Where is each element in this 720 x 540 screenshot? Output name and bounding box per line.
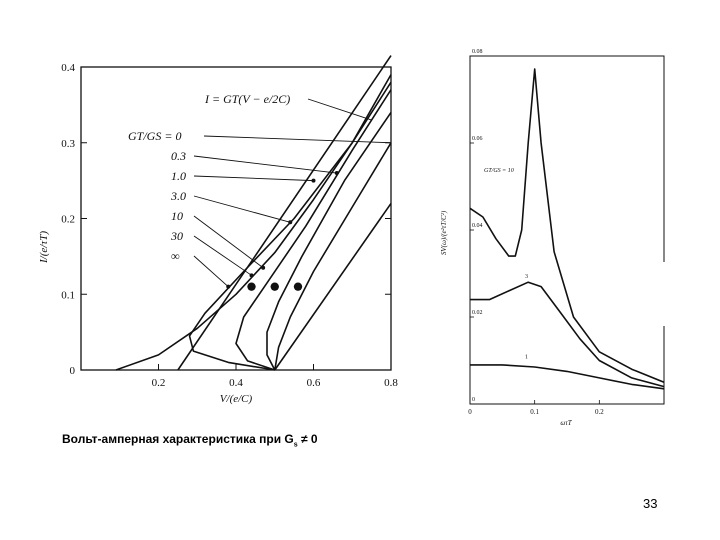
noise-x-tick-label: 0 xyxy=(468,408,472,416)
noise-x-axis-label: ωτT xyxy=(560,419,572,427)
iv-legend-label: 10 xyxy=(171,209,183,223)
noise-series-label: 3 xyxy=(525,274,528,280)
iv-curve-r1 xyxy=(188,81,392,371)
page-number: 33 xyxy=(643,496,658,511)
iv-legend-label: 1.0 xyxy=(171,169,186,183)
iv-legend-arrowhead xyxy=(249,273,254,278)
iv-legend-leader xyxy=(193,155,337,174)
iv-characteristic-chart: 0.2 0.4 0.6 0.8 0 0.1 0.2 0.3 0.4 0.3 1.0 3.0 10 30 ∞… xyxy=(38,55,398,405)
iv-curve-gs0 xyxy=(177,55,392,371)
iv-y-tick-label: 0.4 xyxy=(61,62,75,74)
iv-x-tick-label: 0.4 xyxy=(229,377,243,389)
noise-ticks: 0 0.1 0.2 0 0.02 0.04 0.06 0.08 xyxy=(468,49,604,416)
iv-legend-label: 0.3 xyxy=(171,149,186,163)
iv-legend-label: 30 xyxy=(170,229,183,243)
iv-marker-dot xyxy=(270,282,279,291)
scan-edge-patch xyxy=(660,262,674,326)
iv-curves xyxy=(115,55,392,371)
iv-curve-r30 xyxy=(274,142,392,371)
iv-x-tick-label: 0.2 xyxy=(152,377,166,389)
noise-x-tick-label: 0.1 xyxy=(530,408,539,416)
iv-y-tick-label: 0.2 xyxy=(61,214,75,226)
iv-legend-leader xyxy=(193,235,252,276)
iv-legend-leader xyxy=(193,195,291,223)
iv-legend-leader xyxy=(193,255,229,288)
noise-series-label: 1 xyxy=(525,354,528,360)
noise-y-tick-label: 0.04 xyxy=(472,223,483,229)
iv-legend-label: 3.0 xyxy=(170,189,186,203)
iv-x-tick-label: 0.8 xyxy=(384,377,398,389)
noise-y-axis-label: SV(ω)/(e²τT/C²) xyxy=(440,210,448,255)
noise-curves xyxy=(469,68,665,390)
caption-relation: ≠ 0 xyxy=(297,432,318,446)
iv-legend-header: GT/GS = 0 xyxy=(128,129,181,143)
iv-legend-leader xyxy=(193,175,314,182)
iv-formula-annotation: I = GT(V − e/2C) xyxy=(204,92,290,106)
iv-legend-label: ∞ xyxy=(171,249,180,263)
iv-marker-dot xyxy=(293,282,303,291)
iv-curve-r03 xyxy=(115,74,392,371)
caption-text: Вольт-амперная характеристика при G xyxy=(62,432,294,446)
noise-curve-10 xyxy=(469,68,665,384)
iv-x-tick-label: 0.6 xyxy=(307,377,321,389)
noise-y-tick-label: 0.08 xyxy=(472,49,483,55)
iv-x-axis-label: V/(e/C) xyxy=(220,393,253,405)
iv-legend-arrowhead xyxy=(288,220,293,225)
caption-subscript: s xyxy=(293,441,298,449)
noise-ratio-annotation: GT/GS = 10 xyxy=(484,168,514,174)
iv-markers xyxy=(247,282,303,291)
noise-y-tick-label: 0.06 xyxy=(472,136,483,142)
iv-formula-leader xyxy=(307,98,372,121)
iv-curve-r3 xyxy=(235,89,392,371)
iv-y-tick-label: 0.3 xyxy=(61,138,75,150)
slide-caption: Вольт-амперная характеристика при Gs ≠ 0 xyxy=(62,432,318,448)
noise-curve-1 xyxy=(470,364,665,390)
iv-legend-arrowhead xyxy=(334,171,339,176)
iv-legend-arrowhead xyxy=(261,265,266,270)
noise-curve-3 xyxy=(470,281,665,388)
noise-x-tick-label: 0.2 xyxy=(595,408,604,416)
iv-ticks: 0.2 0.4 0.6 0.8 0 0.1 0.2 0.3 0.4 xyxy=(61,62,398,389)
iv-legend-arrowhead xyxy=(226,284,231,289)
iv-curve-r10 xyxy=(266,111,392,371)
noise-y-tick-label: 0 xyxy=(472,397,475,403)
iv-legend-arrowhead xyxy=(311,178,316,183)
iv-marker-dot xyxy=(247,282,256,291)
iv-header-leader xyxy=(203,135,392,144)
iv-legend-leader xyxy=(193,215,264,269)
noise-y-tick-label: 0.02 xyxy=(472,310,483,316)
noise-axes-box xyxy=(469,55,665,405)
iv-y-axis-label: I/(e/τT) xyxy=(38,231,50,264)
iv-y-tick-label: 0 xyxy=(70,365,76,377)
iv-legend: 0.3 1.0 3.0 10 30 ∞ xyxy=(170,98,392,289)
iv-curve-rinf xyxy=(274,202,392,371)
noise-series-labels: 31 xyxy=(525,274,528,360)
noise-spectrum-chart: 0 0.1 0.200.020.040.060.08 31 SV(ω)/(e²τT/… xyxy=(440,49,665,427)
iv-y-tick-label: 0.1 xyxy=(61,289,75,301)
